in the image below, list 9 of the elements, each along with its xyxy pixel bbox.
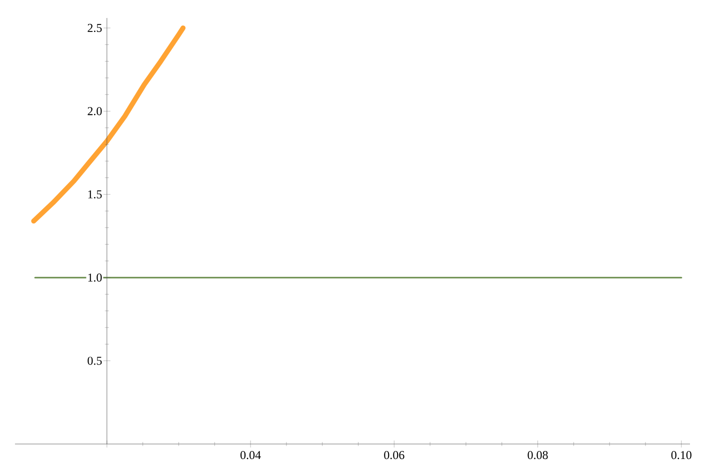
y-tick-label: 1.5 — [88, 190, 102, 198]
y-tick-label: 0.5 — [88, 356, 102, 365]
y-tick-label: 2.0 — [88, 107, 102, 116]
x-tick-label: 0.04 — [240, 451, 261, 460]
x-tick-label: 0.08 — [528, 451, 548, 460]
x-tick-label: 0.06 — [384, 451, 404, 460]
y-tick-label: 2.5 — [88, 24, 102, 32]
x-tick-label: 0.10 — [671, 451, 692, 460]
y-tick-label: 1.0 — [88, 274, 102, 282]
